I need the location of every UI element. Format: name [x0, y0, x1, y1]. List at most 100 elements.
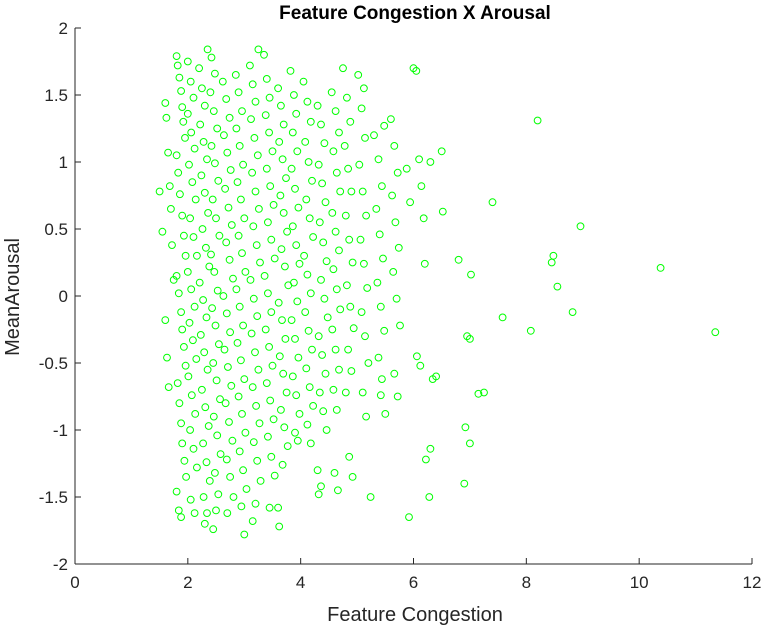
data-point	[178, 439, 187, 448]
data-point	[379, 254, 387, 263]
data-point	[460, 479, 469, 488]
data-point	[214, 176, 223, 185]
data-point	[209, 107, 218, 115]
x-ticks: 0 2 4 6 8 10 12	[70, 558, 761, 592]
data-point	[211, 321, 220, 330]
y-tick-label: 0	[59, 287, 68, 306]
data-point	[216, 395, 224, 404]
data-point	[354, 71, 363, 79]
data-point	[331, 107, 340, 115]
data-point	[190, 302, 199, 311]
data-point	[498, 313, 507, 322]
data-point	[178, 103, 187, 111]
data-point	[318, 179, 327, 188]
data-point	[329, 265, 338, 274]
data-point	[295, 259, 304, 268]
data-point	[247, 115, 255, 123]
data-point	[265, 93, 274, 102]
data-point	[321, 369, 330, 378]
data-point	[355, 160, 364, 169]
data-point	[191, 195, 200, 204]
data-point	[235, 142, 244, 150]
data-point	[209, 412, 218, 421]
y-tick-label: -0.5	[39, 354, 68, 373]
y-tick-label: 1.5	[44, 86, 68, 105]
data-point	[183, 57, 192, 66]
data-point	[248, 168, 257, 177]
data-point	[192, 355, 201, 363]
data-point	[260, 272, 269, 280]
data-point	[341, 388, 350, 397]
data-point	[461, 423, 470, 432]
data-point	[202, 243, 210, 252]
data-point	[293, 297, 302, 306]
data-point	[291, 335, 299, 343]
data-point	[189, 336, 197, 345]
x-axis-title: Feature Congestion	[327, 604, 503, 626]
data-point	[246, 61, 254, 70]
data-point	[177, 308, 186, 317]
data-point	[270, 254, 279, 263]
data-point	[392, 294, 401, 303]
y-tick-label: 1	[59, 153, 68, 172]
data-point	[251, 499, 260, 508]
data-point	[347, 187, 356, 196]
data-point	[256, 258, 264, 267]
data-point	[238, 249, 246, 258]
y-ticks: 2 1.5 1 0.5 0 -0.5 -1 -1.5 -2	[39, 19, 81, 574]
data-point	[225, 113, 234, 122]
data-point	[222, 455, 231, 464]
data-point	[198, 385, 206, 394]
data-point	[309, 233, 318, 241]
data-point	[277, 245, 286, 254]
data-point	[438, 207, 447, 216]
data-point	[176, 190, 184, 199]
data-point	[203, 45, 212, 54]
data-point	[279, 369, 288, 378]
data-point	[288, 372, 297, 381]
x-tick-label: 10	[630, 573, 649, 592]
data-point	[213, 431, 222, 440]
data-point	[278, 316, 286, 325]
data-point	[247, 329, 256, 338]
data-point	[278, 155, 287, 164]
data-point	[656, 264, 665, 272]
data-point	[356, 235, 365, 244]
data-point	[175, 73, 184, 82]
data-point	[254, 45, 263, 54]
data-point	[420, 259, 429, 268]
data-point	[262, 379, 271, 388]
data-point	[391, 218, 400, 227]
x-tick-label: 6	[409, 573, 418, 592]
data-point	[240, 530, 249, 539]
data-point	[211, 69, 219, 78]
data-point	[211, 469, 219, 477]
data-point	[302, 195, 311, 204]
data-point	[466, 439, 474, 448]
data-point	[274, 298, 283, 307]
data-point	[268, 147, 277, 156]
data-point	[174, 506, 183, 515]
data-point	[207, 142, 216, 150]
data-point	[195, 64, 204, 73]
data-point	[341, 211, 350, 220]
data-point	[454, 255, 463, 264]
data-point	[378, 182, 386, 191]
data-point	[253, 312, 262, 321]
data-point	[370, 131, 378, 140]
data-point	[163, 353, 171, 362]
data-point	[280, 423, 289, 432]
data-point	[335, 128, 343, 137]
data-point	[281, 262, 289, 271]
data-point	[204, 422, 213, 430]
data-point	[275, 352, 284, 361]
data-point	[360, 259, 368, 268]
data-point	[212, 376, 221, 385]
data-point	[267, 452, 276, 461]
data-point	[262, 75, 271, 83]
data-point	[177, 513, 186, 521]
data-point	[208, 195, 217, 204]
data-point	[252, 241, 261, 250]
data-point	[177, 419, 186, 428]
data-point	[264, 289, 272, 298]
